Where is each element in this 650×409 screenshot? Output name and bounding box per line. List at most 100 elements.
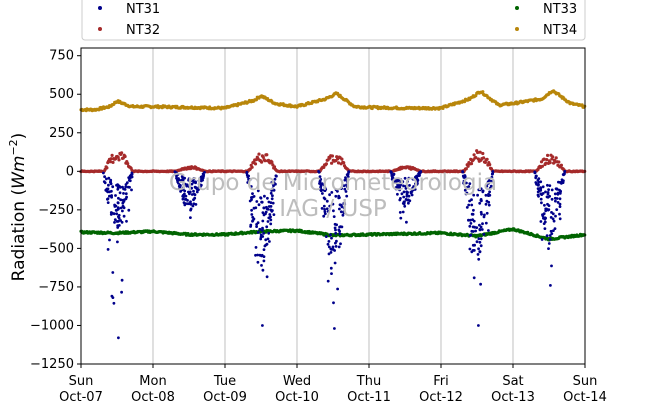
data-point [173, 170, 177, 174]
data-point [257, 203, 261, 207]
data-point [121, 204, 125, 208]
data-point [545, 158, 549, 162]
data-point [543, 220, 547, 224]
data-point [250, 208, 254, 212]
data-point [342, 210, 346, 214]
data-point [343, 178, 347, 182]
data-point [251, 192, 254, 196]
data-point [536, 187, 540, 191]
data-point [547, 188, 550, 192]
data-point [330, 248, 333, 251]
series-nt31 [102, 170, 567, 340]
data-point [545, 195, 549, 199]
data-point [262, 248, 266, 252]
data-point [487, 200, 491, 204]
data-point [475, 226, 479, 230]
data-point [253, 162, 258, 166]
data-point [332, 209, 335, 213]
data-point [546, 183, 549, 187]
data-point [478, 250, 482, 254]
data-point [125, 219, 128, 223]
data-point [342, 161, 346, 165]
data-point [462, 181, 465, 185]
data-point [267, 231, 271, 235]
data-point [188, 202, 192, 206]
data-point [484, 202, 488, 206]
data-point [106, 248, 110, 251]
data-point [468, 182, 472, 186]
data-point [390, 173, 394, 177]
data-point [481, 90, 485, 94]
data-point [270, 197, 274, 201]
data-point [339, 242, 342, 246]
data-point [554, 199, 557, 203]
data-point [192, 189, 195, 193]
data-point [268, 213, 272, 216]
data-point [543, 203, 546, 207]
data-point [323, 208, 326, 211]
data-point [553, 192, 557, 196]
data-point [183, 189, 187, 193]
data-point [327, 245, 331, 249]
data-point [328, 204, 332, 208]
data-point [403, 176, 407, 180]
data-point [322, 188, 326, 192]
data-point [470, 250, 474, 254]
data-point [269, 215, 272, 219]
data-point [472, 208, 475, 212]
data-point [332, 215, 336, 219]
data-point [181, 197, 185, 201]
data-point [107, 176, 111, 180]
data-point [537, 180, 540, 184]
data-point [119, 206, 123, 210]
data-point [474, 229, 477, 233]
data-point [470, 203, 474, 207]
data-point [269, 205, 273, 208]
data-point [264, 238, 268, 242]
plot-area [79, 89, 587, 340]
data-point [468, 234, 472, 237]
data-point [333, 249, 336, 252]
data-point [331, 245, 335, 249]
data-point [556, 201, 560, 204]
data-point [112, 301, 116, 305]
y-axis-label-unit: Wm [9, 156, 29, 189]
data-point [400, 192, 404, 196]
data-point [548, 194, 551, 198]
data-point [481, 151, 485, 156]
data-point [245, 171, 249, 175]
data-point [121, 201, 125, 205]
data-point [124, 183, 128, 186]
data-point [261, 211, 265, 215]
data-point [546, 153, 550, 157]
data-point [471, 212, 475, 216]
data-point [113, 221, 116, 224]
data-point [479, 199, 483, 202]
data-point [340, 225, 344, 229]
data-point [343, 187, 347, 191]
data-point [559, 190, 562, 194]
data-point [479, 244, 483, 248]
data-point [554, 187, 558, 191]
data-point [465, 191, 469, 195]
data-point [117, 219, 120, 223]
data-point [329, 233, 332, 237]
data-point [342, 202, 346, 205]
data-point [115, 183, 118, 187]
data-point [469, 222, 473, 225]
data-point [103, 181, 107, 185]
data-point [179, 190, 183, 193]
data-point [274, 182, 277, 186]
data-point [402, 190, 406, 194]
data-point [467, 218, 470, 222]
data-point [116, 207, 120, 211]
data-point [192, 202, 196, 206]
data-point [534, 174, 538, 178]
data-point [111, 160, 115, 164]
y-tick-label: −1000 [30, 318, 74, 333]
data-point [323, 210, 327, 214]
data-point [466, 164, 470, 168]
data-point [483, 213, 486, 217]
data-point [477, 237, 481, 241]
data-point [477, 324, 480, 327]
